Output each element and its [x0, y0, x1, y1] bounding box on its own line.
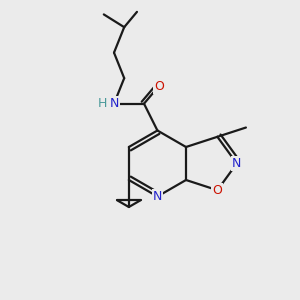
Text: H: H [97, 97, 107, 110]
Text: O: O [154, 80, 164, 93]
Text: N: N [232, 157, 242, 170]
Text: O: O [212, 184, 222, 197]
Text: N: N [109, 97, 119, 110]
Text: N: N [153, 190, 162, 203]
